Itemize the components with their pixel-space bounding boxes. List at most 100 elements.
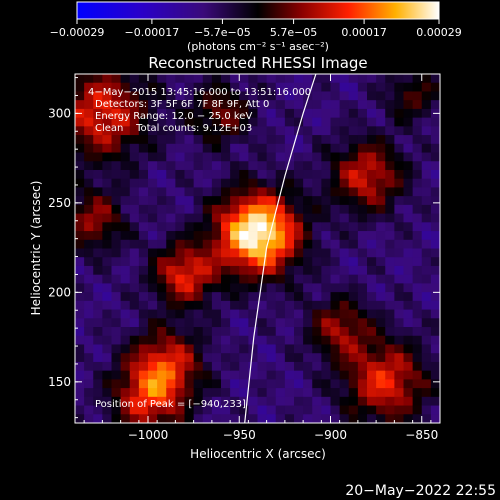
- heatmap-cell: [385, 204, 395, 215]
- heatmap-cell: [303, 405, 313, 415]
- heatmap-cell: [430, 344, 440, 354]
- heatmap-cell: [157, 300, 167, 310]
- heatmap-cell: [312, 91, 322, 101]
- heatmap-cell: [84, 344, 94, 354]
- heatmap-cell: [385, 91, 395, 101]
- heatmap-cell: [129, 283, 140, 293]
- heatmap-cell: [84, 335, 94, 345]
- heatmap-cell: [430, 396, 440, 406]
- heatmap-cell: [120, 274, 131, 284]
- heatmap-cell: [148, 353, 158, 363]
- heatmap-cell: [357, 91, 368, 101]
- heatmap-cell: [120, 353, 131, 363]
- heatmap-cell: [403, 231, 414, 241]
- heatmap-cell: [357, 405, 368, 415]
- heatmap-cell: [211, 100, 222, 110]
- heatmap-cell: [93, 274, 103, 284]
- heatmap-cell: [284, 379, 295, 389]
- heatmap-cell: [157, 353, 167, 363]
- heatmap-cell: [175, 222, 185, 232]
- heatmap-cell: [275, 414, 286, 423]
- heatmap-cell: [303, 187, 313, 197]
- heatmap-cell: [330, 248, 341, 258]
- heatmap-cell: [357, 74, 368, 84]
- heatmap-cell: [129, 161, 140, 171]
- heatmap-cell: [184, 196, 195, 206]
- heatmap-cell: [412, 388, 423, 398]
- heatmap-cell: [257, 204, 268, 215]
- heatmap-cell: [129, 91, 140, 101]
- heatmap-cell: [257, 405, 268, 415]
- heatmap-cell: [75, 300, 85, 310]
- heatmap-cell: [138, 196, 149, 206]
- heatmap-cell: [421, 222, 432, 232]
- heatmap-cell: [93, 344, 103, 354]
- colorbar-tick-label: −0.00017: [125, 26, 180, 39]
- heatmap-cell: [166, 239, 176, 249]
- heatmap-cell: [421, 204, 432, 215]
- heatmap-cell: [348, 265, 359, 276]
- heatmap-cell: [321, 222, 331, 232]
- heatmap-cell: [312, 108, 322, 119]
- heatmap-cell: [184, 318, 195, 328]
- heatmap-cell: [321, 283, 331, 293]
- heatmap-cell: [239, 100, 249, 110]
- heatmap-cell: [184, 361, 195, 372]
- heatmap-cell: [230, 283, 240, 293]
- colorbar-label: (photons cm⁻² s⁻¹ asec⁻²): [187, 40, 329, 53]
- heatmap-cell: [312, 213, 322, 223]
- heatmap-cell: [138, 248, 149, 258]
- heatmap-cells: [75, 74, 440, 423]
- heatmap-cell: [421, 74, 432, 84]
- heatmap-cell: [211, 265, 222, 276]
- heatmap-cell: [75, 117, 85, 127]
- heatmap-cell: [239, 370, 249, 380]
- heatmap-cell: [75, 344, 85, 354]
- heatmap-cell: [321, 204, 331, 215]
- heatmap-cell: [385, 74, 395, 84]
- heatmap-cell: [211, 370, 222, 380]
- heatmap-cell: [211, 161, 222, 171]
- heatmap-cell: [211, 248, 222, 258]
- heatmap-cell: [138, 274, 149, 284]
- heatmap-cell: [348, 74, 359, 84]
- heatmap-cell: [385, 335, 395, 345]
- heatmap-cell: [376, 379, 386, 389]
- heatmap-cell: [357, 265, 368, 276]
- heatmap-cell: [348, 379, 359, 389]
- heatmap-cell: [84, 309, 94, 319]
- heatmap-cell: [175, 213, 185, 223]
- heatmap-cell: [221, 405, 231, 415]
- heatmap-cell: [138, 135, 149, 145]
- heatmap-cell: [312, 327, 322, 337]
- heatmap-cell: [421, 161, 432, 171]
- heatmap-cell: [357, 344, 368, 354]
- heatmap-cell: [367, 196, 377, 206]
- heatmap-cell: [111, 353, 122, 363]
- heatmap-cell: [93, 300, 103, 310]
- heatmap-cell: [184, 169, 195, 180]
- heatmap-cell: [248, 178, 258, 188]
- heatmap-cell: [294, 91, 304, 101]
- heatmap-cell: [312, 388, 322, 398]
- heatmap-cell: [102, 396, 112, 406]
- heatmap-cell: [102, 108, 112, 119]
- heatmap-cell: [284, 239, 295, 249]
- heatmap-cell: [312, 161, 322, 171]
- heatmap-cell: [257, 239, 268, 249]
- heatmap-cell: [193, 327, 204, 337]
- heatmap-cell: [412, 370, 423, 380]
- heatmap-cell: [257, 335, 268, 345]
- heatmap-cell: [412, 239, 423, 249]
- heatmap-cell: [239, 265, 249, 276]
- heatmap-cell: [266, 327, 277, 337]
- heatmap-cell: [120, 379, 131, 389]
- heatmap-cell: [120, 248, 131, 258]
- heatmap-cell: [348, 100, 359, 110]
- heatmap-cell: [248, 204, 258, 215]
- heatmap-cell: [230, 143, 240, 153]
- heatmap-cell: [412, 257, 423, 267]
- heatmap-cell: [376, 335, 386, 345]
- heatmap-cell: [376, 396, 386, 406]
- heatmap-cell: [357, 353, 368, 363]
